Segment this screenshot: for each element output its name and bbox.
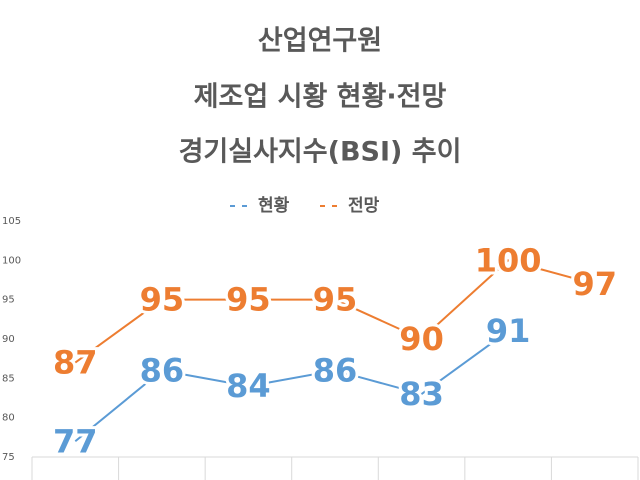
y-tick-label: 85 xyxy=(2,373,15,384)
data-label: 95 xyxy=(226,281,271,319)
data-label: 87 xyxy=(53,344,98,382)
data-label: 77 xyxy=(53,422,98,460)
y-tick-label: 100 xyxy=(2,255,21,266)
line xyxy=(74,259,595,364)
chart-title: 경기실사지수(BSI) 추이 xyxy=(179,137,462,168)
data-label: 83 xyxy=(399,375,444,413)
data-label: 91 xyxy=(486,312,531,350)
line xyxy=(74,330,509,443)
data-label: 84 xyxy=(226,367,271,405)
data-label: 86 xyxy=(313,351,358,389)
chart-title: 제조업 시황 현황·전망 xyxy=(194,82,447,113)
data-label: 95 xyxy=(313,281,358,319)
chart-title: 산업연구원 xyxy=(258,26,382,57)
data-label: 97 xyxy=(572,265,617,303)
y-tick-label: 105 xyxy=(2,216,21,227)
legend-label: 전망 xyxy=(348,196,380,216)
data-label: 86 xyxy=(140,351,185,389)
y-tick-label: 80 xyxy=(2,413,15,424)
data-label: 95 xyxy=(140,281,185,319)
data-label: 100 xyxy=(475,241,542,279)
y-tick-label: 95 xyxy=(2,295,15,306)
legend-label: 현황 xyxy=(258,196,290,216)
data-label: 90 xyxy=(399,320,444,358)
y-tick-label: 90 xyxy=(2,334,15,345)
y-tick-label: 75 xyxy=(2,452,15,463)
